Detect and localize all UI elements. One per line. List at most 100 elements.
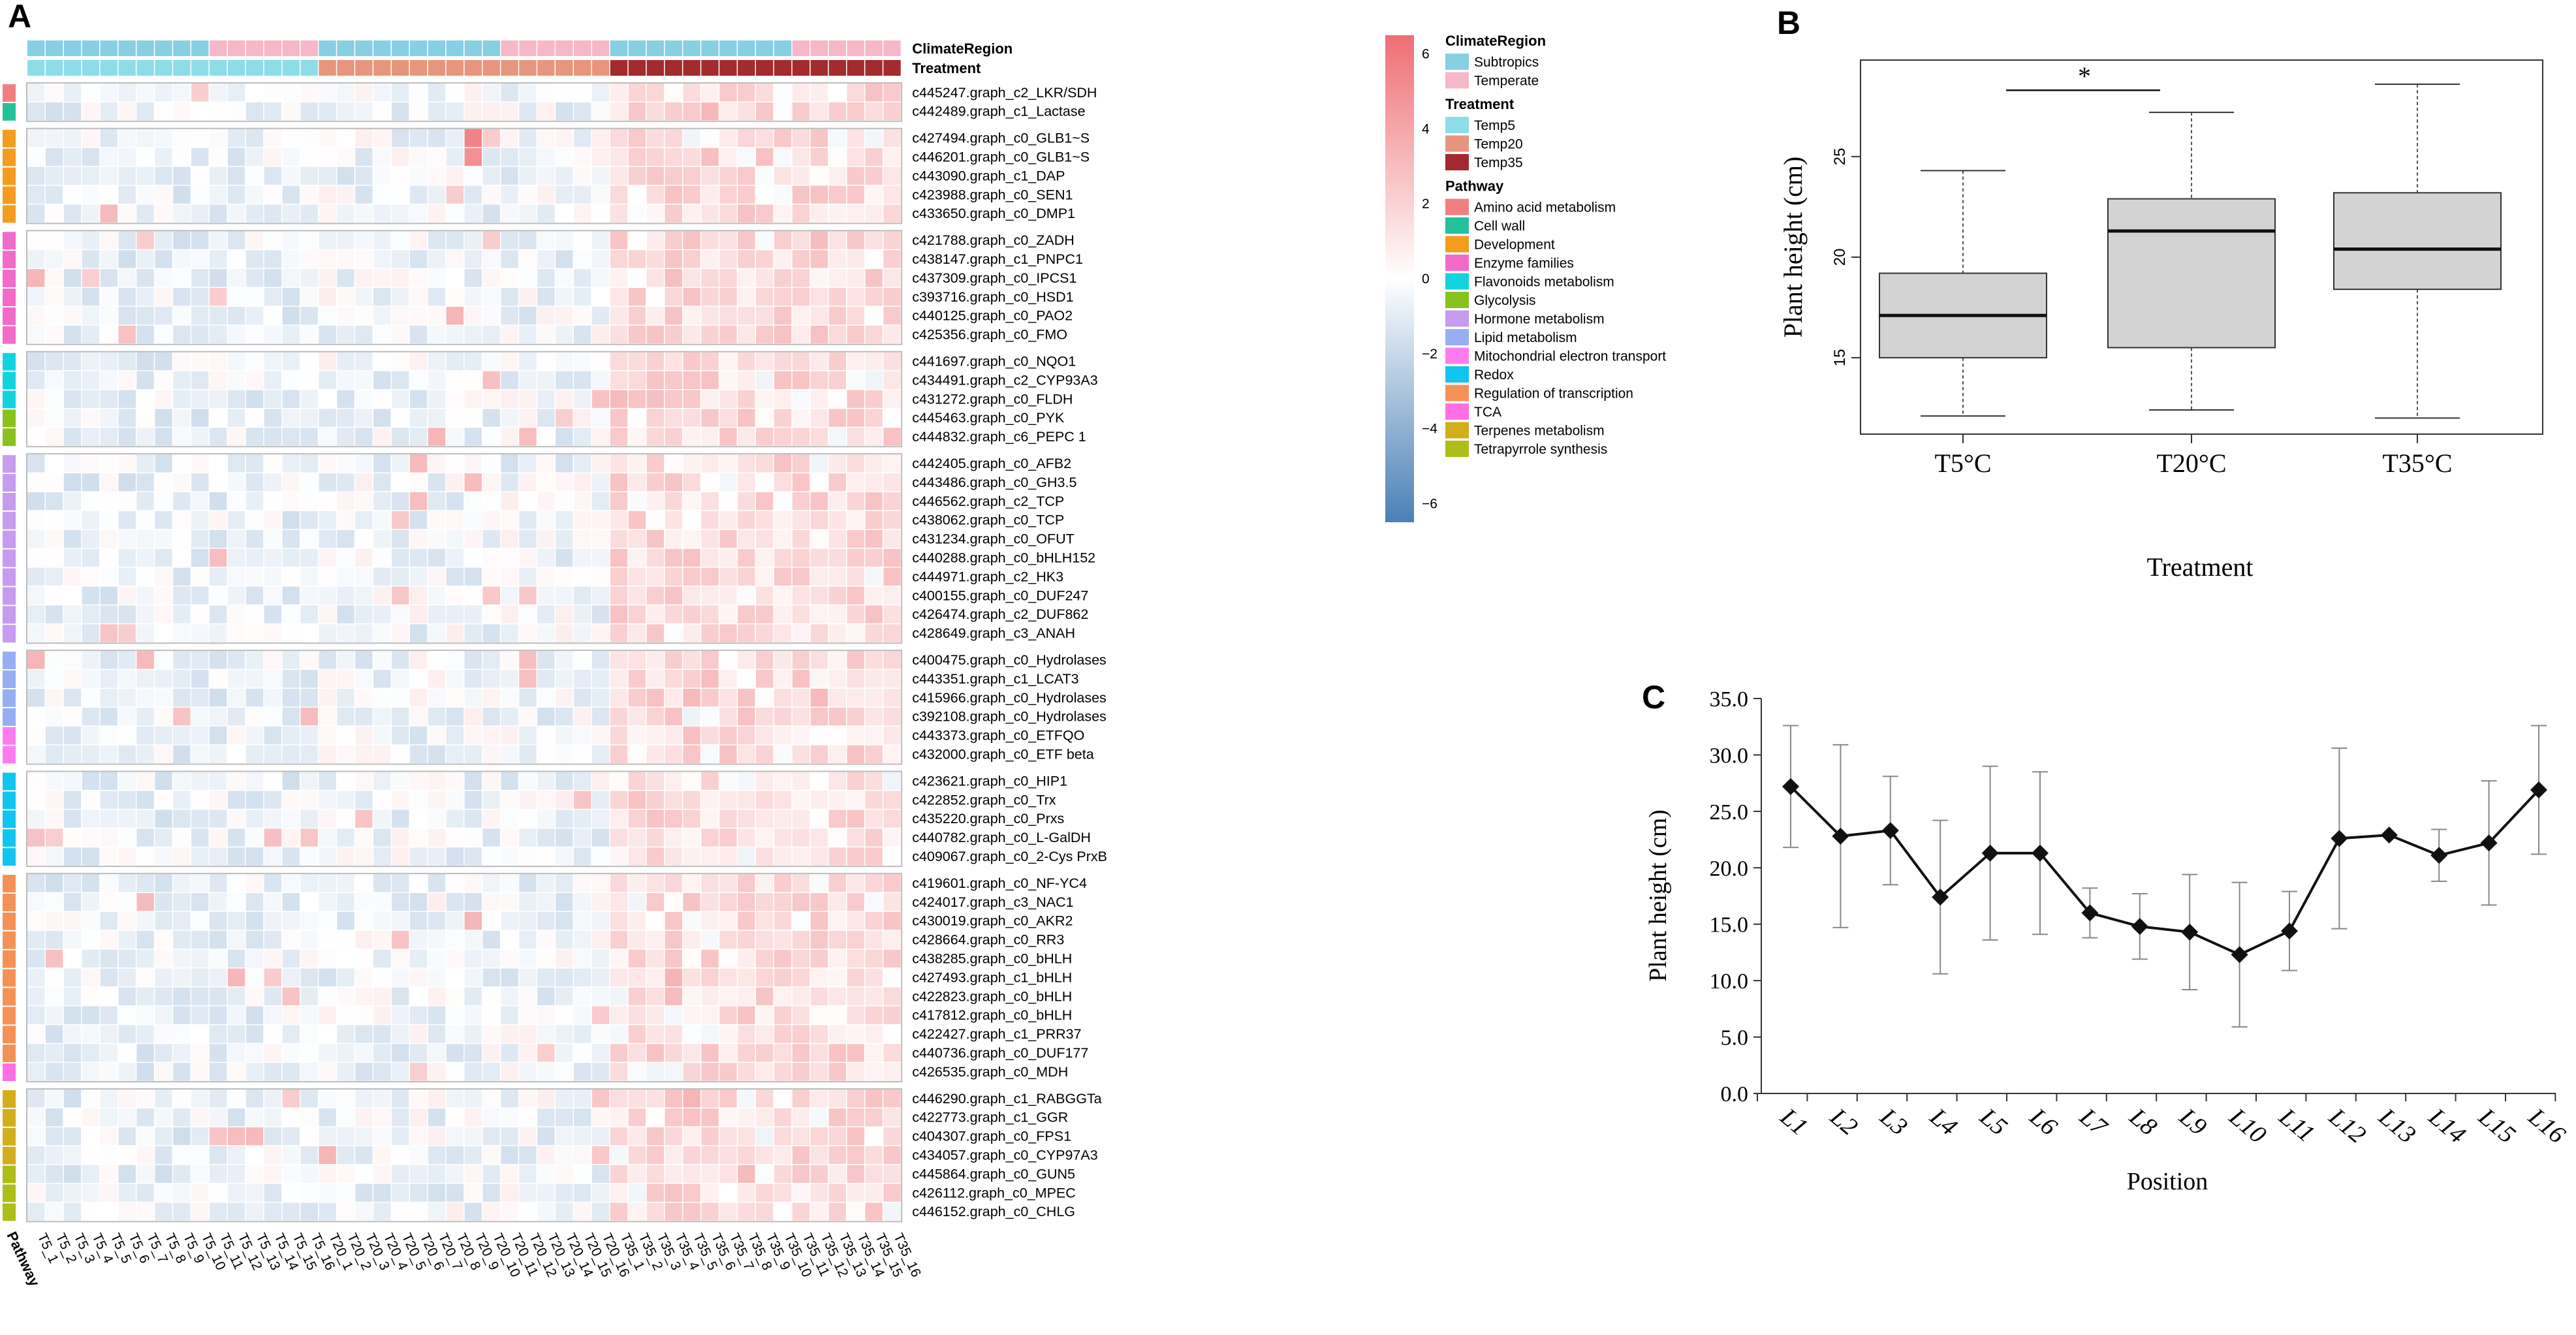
gene-label: c393716.graph_c0_HSD1 (912, 289, 1073, 305)
heatmap-cell (282, 624, 300, 642)
heatmap-cell (501, 624, 518, 642)
heatmap-cell (319, 548, 336, 567)
heatmap-cell (574, 148, 591, 166)
treatment-cell (610, 60, 628, 76)
heatmap-cell (282, 1090, 300, 1108)
heatmap-cell (774, 605, 792, 623)
heatmap-cell (719, 1165, 737, 1183)
heatmap-cell (337, 428, 354, 446)
heatmap-cell (337, 352, 354, 371)
heatmap-cell (282, 651, 300, 669)
heatmap-cell (792, 548, 810, 567)
heatmap-cell (847, 428, 864, 446)
heatmap-cell (63, 390, 82, 408)
heatmap-cell (227, 148, 245, 166)
heatmap-cell (646, 772, 664, 790)
heatmap-cell (446, 102, 464, 121)
heatmap-cell (191, 809, 209, 828)
heatmap-cell (537, 707, 555, 726)
heatmap-cell (537, 1025, 555, 1043)
climate-cell (738, 40, 755, 56)
heatmap-cell (63, 1044, 82, 1062)
heatmap-cell (756, 269, 774, 287)
legend-title-treatment: Treatment (1445, 96, 1515, 112)
heatmap-cell (665, 1165, 682, 1183)
heatmap-cell (701, 930, 719, 949)
x-tick-label: L12 (2323, 1103, 2371, 1149)
heatmap-cell (628, 809, 646, 828)
heatmap-cell (45, 1006, 63, 1024)
heatmap-cell (392, 288, 409, 306)
data-point (1932, 888, 1949, 906)
heatmap-cell (738, 911, 755, 930)
heatmap-cell (227, 1165, 245, 1183)
heatmap-cell (63, 689, 82, 707)
heatmap-cell (100, 1146, 118, 1165)
legend-label: Regulation of transcription (1474, 386, 1633, 401)
heatmap-cell (537, 847, 555, 866)
heatmap-cell (136, 987, 154, 1005)
heatmap-cell (27, 84, 45, 102)
heatmap-cell (355, 567, 373, 586)
heatmap-cell (191, 651, 209, 669)
heatmap-cell (464, 473, 482, 492)
heatmap-cell (409, 670, 428, 688)
heatmap-cell (847, 809, 864, 828)
heatmap-cell (482, 454, 500, 473)
heatmap-cell (792, 390, 810, 408)
heatmap-cell (428, 325, 446, 344)
heatmap-cell (810, 306, 828, 325)
heatmap-cell (519, 231, 537, 249)
heatmap-cell (319, 1063, 336, 1081)
heatmap-cell (591, 129, 610, 148)
heatmap-cell (45, 1146, 63, 1165)
heatmap-cell (828, 911, 846, 930)
heatmap-cell (610, 390, 628, 408)
heatmap-cell (610, 1146, 628, 1165)
heatmap-cell (464, 428, 482, 446)
heatmap-cell (245, 129, 264, 148)
heatmap-cell (118, 1184, 136, 1202)
panel-c-lineplot: C0.05.010.015.020.025.030.035.0L1 L2 L3 L4 L… (1642, 679, 2571, 1195)
heatmap-cell (264, 1090, 282, 1108)
heatmap-cell (45, 148, 63, 166)
heatmap-cell (610, 968, 628, 986)
heatmap-cell (136, 809, 154, 828)
heatmap-cell (738, 874, 755, 892)
heatmap-cell (100, 371, 118, 389)
heatmap-cell (646, 390, 664, 408)
heatmap-cell (828, 670, 846, 688)
heatmap-cell (155, 231, 172, 249)
heatmap-cell (45, 605, 63, 623)
heatmap-cell (100, 987, 118, 1005)
heatmap-cell (63, 250, 82, 268)
heatmap-cell (701, 390, 719, 408)
series-line (1789, 785, 2540, 956)
heatmap-cell (847, 726, 864, 745)
heatmap-cell (373, 510, 391, 529)
heatmap-cell (883, 185, 901, 204)
heatmap-cell (665, 510, 682, 529)
heatmap-cell (210, 129, 227, 148)
heatmap-cell (136, 166, 154, 185)
heatmap-cell (774, 428, 792, 446)
heatmap-cell (482, 84, 500, 102)
heatmap-cell (774, 1127, 792, 1146)
heatmap-cell (482, 651, 500, 669)
heatmap-cell (373, 791, 391, 809)
colorbar (1385, 35, 1414, 522)
heatmap-cell (355, 510, 373, 529)
heatmap-cell (665, 148, 682, 166)
pathway-cell (3, 307, 16, 325)
heatmap-cell (355, 185, 373, 204)
heatmap-cell (45, 874, 63, 892)
climate-cell (282, 40, 300, 56)
heatmap-cell (683, 84, 700, 102)
heatmap-cell (355, 707, 373, 726)
heatmap-cell (136, 726, 154, 745)
legend-swatch (1445, 154, 1469, 170)
heatmap-cell (337, 371, 354, 389)
heatmap-cell (100, 390, 118, 408)
heatmap-cell (628, 1165, 646, 1183)
